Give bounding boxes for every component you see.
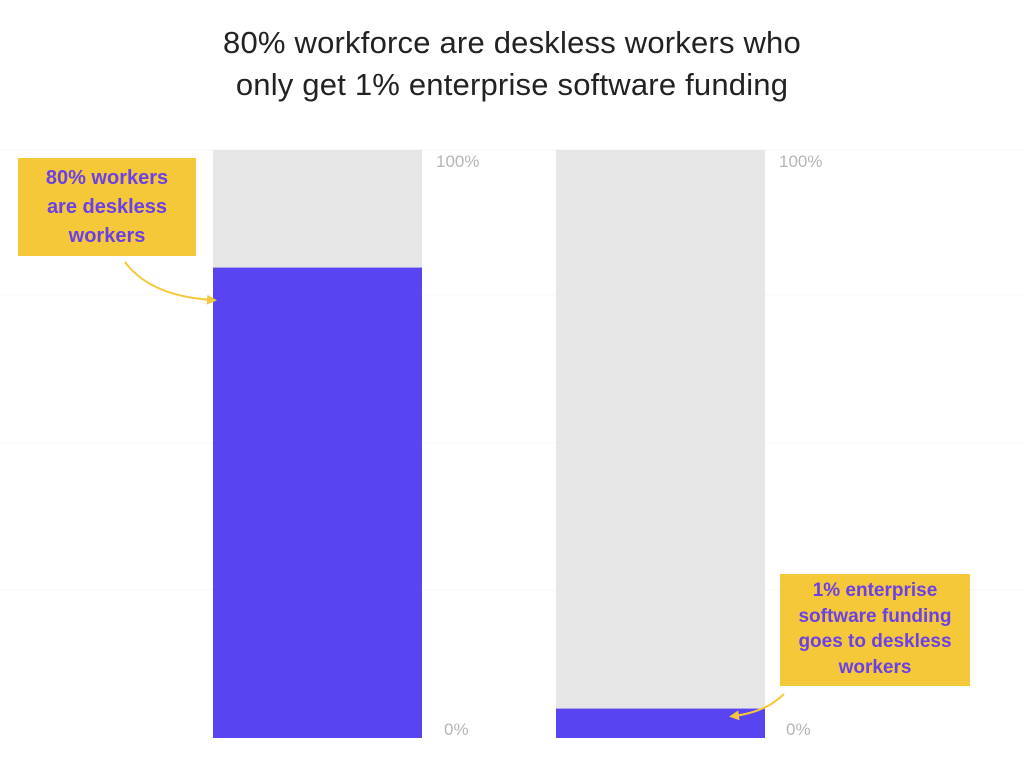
annotation-arrow-2 [729, 693, 785, 721]
chart-title-line-1: 80% workforce are deskless workers who [223, 25, 801, 60]
bar-value-1 [213, 267, 422, 738]
annotation-callout-software-funding: 1% enterprise software funding goes to d… [780, 574, 970, 686]
bar-value-2 [556, 708, 765, 738]
tick-label-bottom-2: 0% [786, 720, 811, 739]
chart-title-line-2: only get 1% enterprise software funding [235, 67, 789, 102]
annotation-callout-deskless-workers: 80% workers are deskless workers [18, 158, 196, 256]
callout-2-line-4: workers [838, 656, 912, 678]
tick-label-top-1: 100% [436, 152, 479, 171]
callout-2-line-3: goes to deskless [798, 631, 952, 652]
callout-1-line-3: workers [68, 225, 146, 247]
tick-label-top-2: 100% [779, 152, 822, 171]
callout-2-line-2: software funding [798, 605, 952, 627]
callout-1-line-1: 80% workers [45, 167, 169, 189]
callout-2-line-1: 1% enterprise [812, 580, 938, 601]
tick-label-bottom-1: 0% [444, 720, 469, 739]
annotation-arrow-1 [124, 261, 217, 305]
bar-track-2 [556, 150, 765, 738]
callout-1-line-2: are deskless [46, 196, 168, 218]
chart-title: 80% workforce are deskless workers who o… [0, 22, 1024, 106]
